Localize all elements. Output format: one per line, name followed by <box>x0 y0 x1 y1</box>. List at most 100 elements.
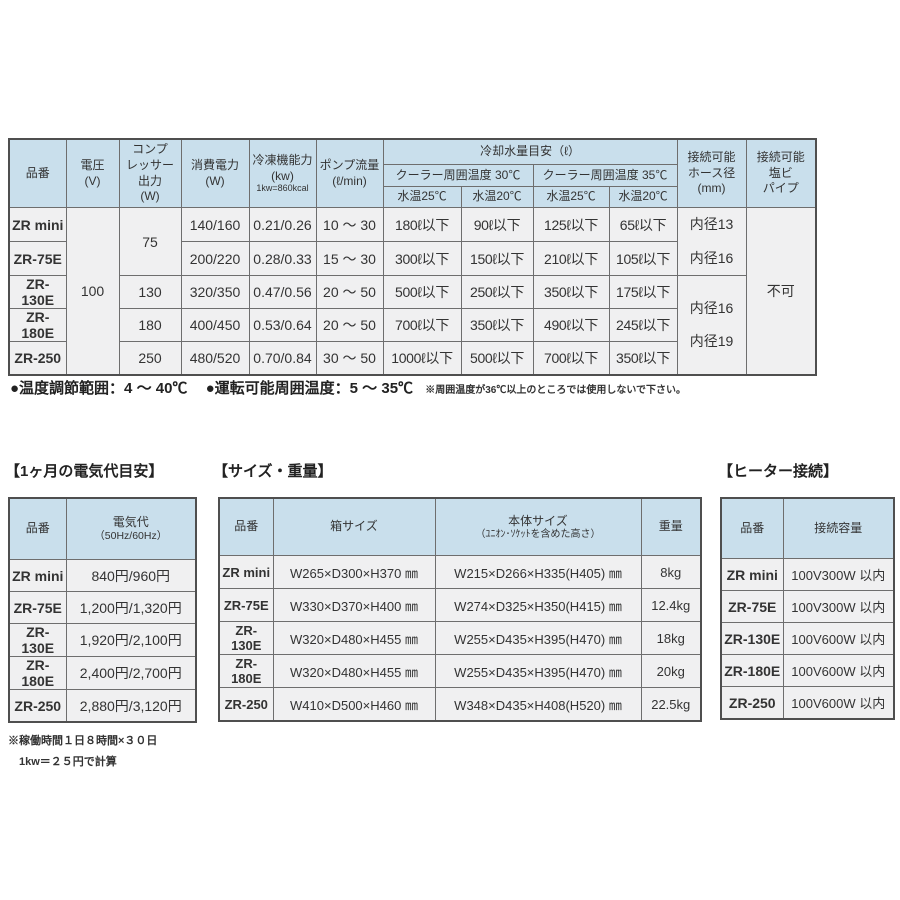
box-size-cell: W410×D500×H460 ㎜ <box>272 687 436 722</box>
freezing-cell: 0.47/0.56 <box>248 275 317 310</box>
main-spec-table: 品番 電圧 (V) コンプ レッサー出力 (W) 消費電力 (W) 冷凍機能力 … <box>8 138 818 377</box>
freezing-title: 冷凍機能力 (kw) <box>252 152 313 183</box>
pump-cell: 15 ～ 30 <box>315 241 384 277</box>
col-header-model: 品番 <box>8 138 67 208</box>
cooling-cell: 700ℓ以下 <box>382 308 462 343</box>
freezing-cell: 0.28/0.33 <box>248 241 317 277</box>
freezing-cell: 0.53/0.64 <box>248 308 317 343</box>
cost-title: 電気代 <box>112 515 149 530</box>
cooling-cell: 105ℓ以下 <box>608 241 678 277</box>
col-header-box-size: 箱サイズ <box>272 497 436 556</box>
hose-cell: 内径13 内径16 <box>676 206 747 277</box>
table-row: ZR-250 2,880円/3,120円 <box>8 689 197 723</box>
compressor-cell: 250 <box>118 341 182 376</box>
model-cell: ZR mini <box>218 555 274 589</box>
table-row: ZR mini 840円/960円 <box>8 559 197 592</box>
power-cell: 140/160 <box>180 206 250 243</box>
capacity-cell: 100V600W 以内 <box>782 622 895 655</box>
cooling-cell: 65ℓ以下 <box>608 206 678 243</box>
compressor-cell: 130 <box>118 275 182 310</box>
cooling-cell: 700ℓ以下 <box>532 341 610 376</box>
weight-cell: 22.5kg <box>640 687 702 722</box>
weight-cell: 20kg <box>640 654 702 688</box>
table-row: ZR-75E 200/220 0.28/0.33 15 ～ 30 300ℓ以下 … <box>8 241 816 277</box>
col-header-ambient30: クーラー周囲温度 30℃ <box>382 164 534 187</box>
model-cell: ZR-250 <box>720 686 784 720</box>
model-cell: ZR-75E <box>218 588 274 622</box>
cooling-cell: 500ℓ以下 <box>382 275 462 310</box>
compressor-cell: 75 <box>118 206 182 277</box>
col-header-water25-a35: 水温25℃ <box>532 186 610 208</box>
pump-cell: 20 ～ 50 <box>315 308 384 343</box>
main-table-notes: ●温度調節範囲：4 ～ 40℃ ●運転可能周囲温度：5 ～ 35℃ ※周囲温度が… <box>10 377 686 398</box>
model-cell: ZR-180E <box>218 654 274 688</box>
box-size-cell: W320×D480×H455 ㎜ <box>272 621 436 655</box>
col-header-power: 消費電力 (W) <box>180 138 250 208</box>
electricity-table: 品番 電気代 （50Hz/60Hz） ZR mini 840円/960円 ZR-… <box>8 497 197 723</box>
capacity-cell: 100V300W 以内 <box>782 590 895 623</box>
table-row: ZR-130E 100V600W 以内 <box>720 622 895 655</box>
power-cell: 480/520 <box>180 341 250 376</box>
cost-cell: 840円/960円 <box>65 559 197 592</box>
cooling-cell: 1000ℓ以下 <box>382 341 462 376</box>
cooling-cell: 175ℓ以下 <box>608 275 678 310</box>
col-header-cooling-group: 冷却水量目安（ℓ） <box>382 138 678 165</box>
model-cell: ZR mini <box>8 559 67 592</box>
table-row: ZR mini 100 75 140/160 0.21/0.26 10 ～ 30… <box>8 206 817 376</box>
ambient-warning-note: ※周囲温度が36℃以上のところでは使用しないで下さい。 <box>425 385 687 396</box>
model-cell: ZR-75E <box>720 590 784 623</box>
pump-cell: 10 ～ 30 <box>315 206 384 243</box>
table-row: ZR-75E 100V300W 以内 <box>720 590 895 623</box>
col-header-model: 品番 <box>720 497 784 559</box>
col-header-body-size: 本体サイズ （ﾕﾆｵﾝ･ｿｹｯﾄを含めた高さ） <box>434 497 642 556</box>
cooling-cell: 350ℓ以下 <box>460 308 534 343</box>
model-cell: ZR-75E <box>8 241 67 277</box>
table-row: ZR-130E W320×D480×H455 ㎜ W255×D435×H395(… <box>218 621 702 655</box>
pump-cell: 20 ～ 50 <box>315 275 384 310</box>
col-header-weight: 重量 <box>640 497 702 556</box>
cost-cell: 1,920円/2,100円 <box>65 623 197 657</box>
col-header-model: 品番 <box>218 497 274 556</box>
heater-table: 品番 接続容量 ZR mini 100V300W 以内 ZR-75E 100V3… <box>720 497 895 720</box>
weight-cell: 18kg <box>640 621 702 655</box>
body-size-cell: W215×D266×H335(H405) ㎜ <box>434 555 642 589</box>
cooling-cell: 180ℓ以下 <box>382 206 462 243</box>
body-size-cell: W255×D435×H395(H470) ㎜ <box>434 654 642 688</box>
table-row: ZR mini 100V300W 以内 <box>720 558 895 591</box>
size-weight-table: 品番 箱サイズ 本体サイズ （ﾕﾆｵﾝ･ｿｹｯﾄを含めた高さ） 重量 ZR mi… <box>218 497 702 722</box>
model-cell: ZR-250 <box>218 687 274 722</box>
col-header-water25-a30: 水温25℃ <box>382 186 462 208</box>
col-header-water20-a35: 水温20℃ <box>608 186 678 208</box>
box-size-cell: W320×D480×H455 ㎜ <box>272 654 436 688</box>
hose-cell: 内径16 内径19 <box>676 275 747 376</box>
cost-cell: 1,200円/1,320円 <box>65 591 197 624</box>
body-size-cell: W255×D435×H395(H470) ㎜ <box>434 621 642 655</box>
col-header-hose: 接続可能 ホース径 (mm) <box>676 138 747 208</box>
col-header-ambient35: クーラー周囲温度 35℃ <box>532 164 678 187</box>
weight-cell: 12.4kg <box>640 588 702 622</box>
cooling-cell: 350ℓ以下 <box>608 341 678 376</box>
model-cell: ZR-130E <box>8 275 67 310</box>
table-row: ZR-130E 130 320/350 0.47/0.56 20 ～ 50 50… <box>8 275 816 376</box>
heater-section-title: 【ヒーター接続】 <box>718 463 839 480</box>
cooling-cell: 300ℓ以下 <box>382 241 462 277</box>
model-cell: ZR-130E <box>218 621 274 655</box>
pump-cell: 30 ～ 50 <box>315 341 384 376</box>
body-size-cell: W348×D435×H408(H520) ㎜ <box>434 687 642 722</box>
col-header-pump: ポンプ流量 (ℓ/min) <box>315 138 384 208</box>
table-row: ZR-250 250 480/520 0.70/0.84 30 ～ 50 100… <box>8 341 816 376</box>
table-row: ZR-180E 2,400円/2,700円 <box>8 656 197 690</box>
capacity-cell: 100V300W 以内 <box>782 558 895 591</box>
table-row: ZR-180E 100V600W 以内 <box>720 654 895 687</box>
col-header-freezing: 冷凍機能力 (kw) 1kw=860kcal <box>248 138 317 208</box>
table-row: ZR-75E W330×D370×H400 ㎜ W274×D325×H350(H… <box>218 588 702 622</box>
table-row: ZR-75E 1,200円/1,320円 <box>8 591 197 624</box>
table-row: ZR mini W265×D300×H370 ㎜ W215×D266×H335(… <box>218 555 702 589</box>
col-header-cost: 電気代 （50Hz/60Hz） <box>65 497 197 560</box>
cost-cell: 2,400円/2,700円 <box>65 656 197 690</box>
electricity-footnotes: ※稼働時間１日８時間×３０日 1kw＝２５円で計算 <box>8 735 158 769</box>
capacity-cell: 100V600W 以内 <box>782 654 895 687</box>
table-row: ZR-180E W320×D480×H455 ㎜ W255×D435×H395(… <box>218 654 702 688</box>
cooling-cell: 150ℓ以下 <box>460 241 534 277</box>
